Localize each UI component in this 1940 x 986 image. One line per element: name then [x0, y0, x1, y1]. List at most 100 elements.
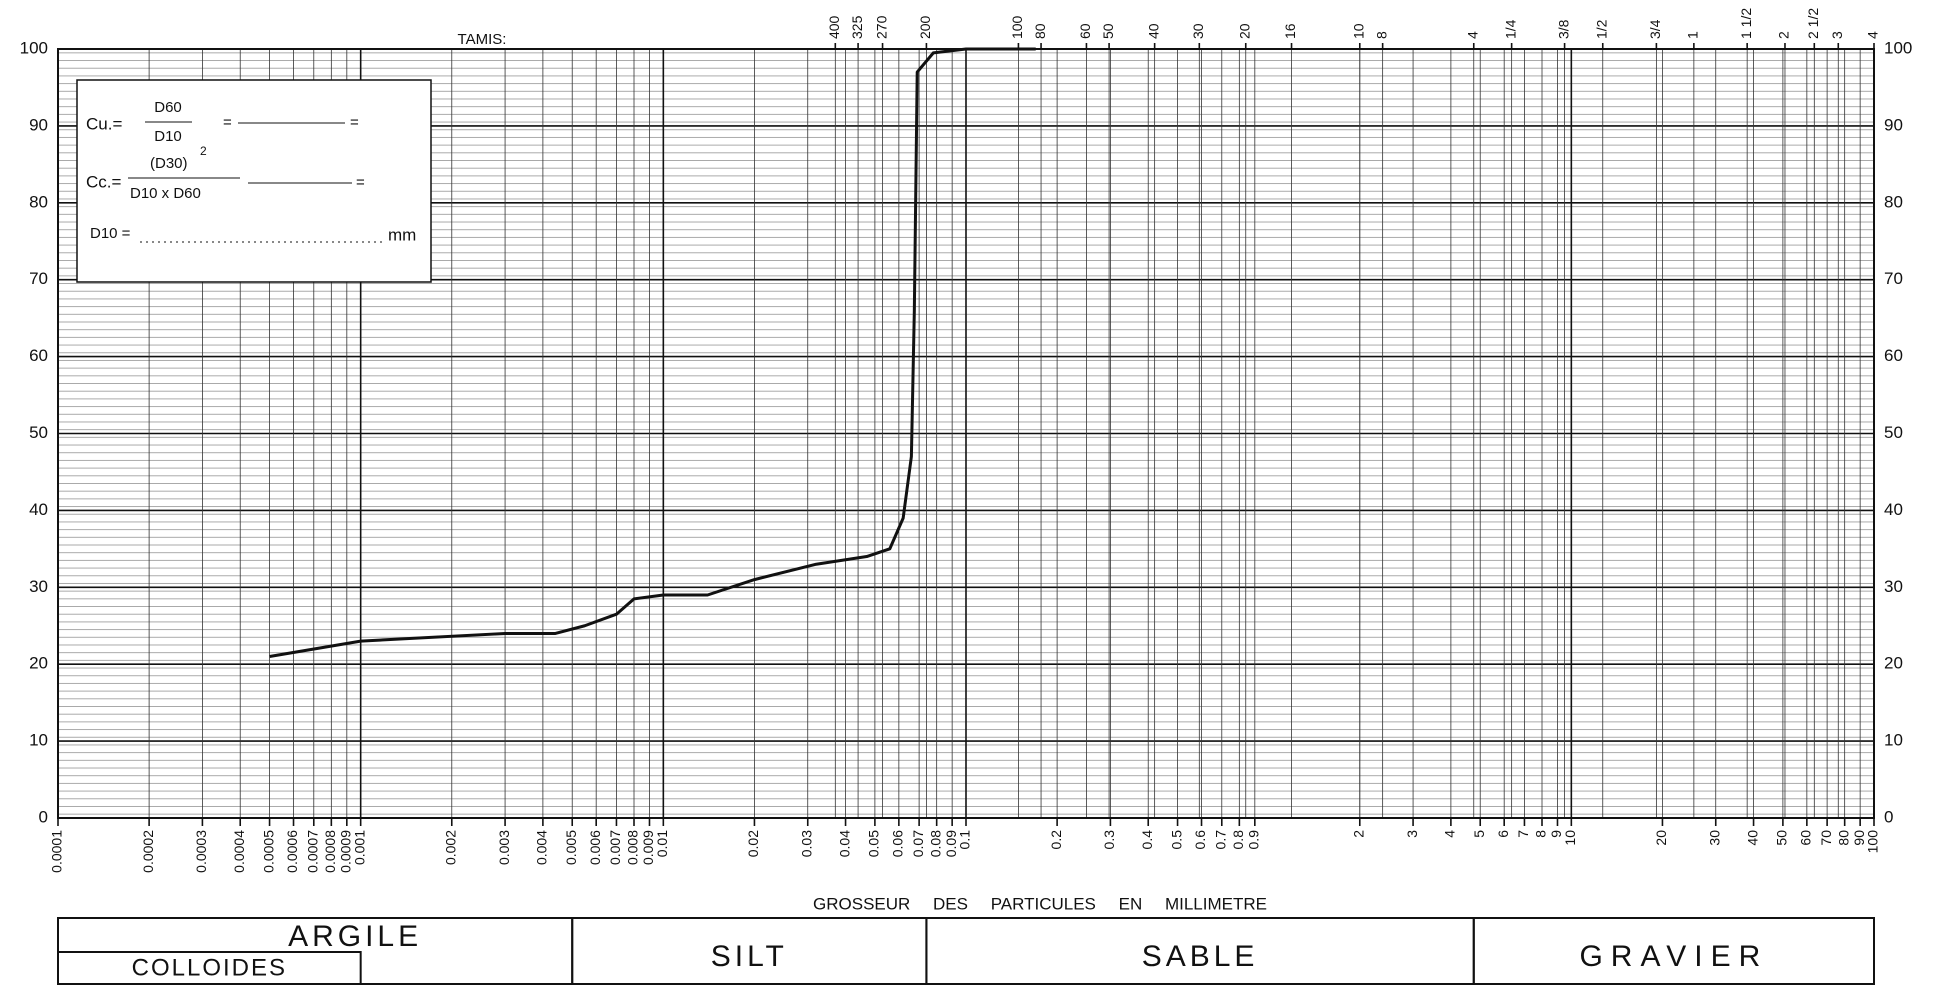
x-tick-label: 0.0005	[260, 830, 276, 873]
x-tick-label: 8	[1533, 830, 1549, 838]
x-tick-label: 80	[1835, 830, 1851, 846]
y-tick-label-right: 70	[1884, 269, 1903, 288]
x-tick-label: 0.001	[351, 830, 367, 865]
soil-zone-label: ARGILE	[288, 920, 422, 953]
y-tick-label: 80	[29, 192, 48, 211]
x-tick-label: 0.002	[442, 830, 458, 865]
x-tick-label: 0.3	[1101, 830, 1117, 850]
x2-tick-label: 400	[826, 15, 842, 39]
formula-box: Cu.= D60 D10 = = Cc.= (D30) 2 D10 x D60 …	[76, 79, 432, 283]
y-tick-label: 50	[29, 423, 48, 442]
x-tick-label: 90	[1851, 830, 1867, 846]
equals: =	[356, 174, 365, 191]
x-tick-label: 9	[1548, 830, 1564, 838]
x2-tick-label: 1	[1685, 31, 1701, 39]
d10-label: D10 =	[90, 225, 131, 242]
y-tick-label-right: 30	[1884, 577, 1903, 596]
unit: mm	[388, 225, 416, 244]
soil-zone-label: GRAVIER	[1579, 940, 1768, 973]
x-tick-label: 100	[1865, 830, 1881, 854]
x-tick-label: 20	[1653, 830, 1669, 846]
equals: =	[350, 114, 359, 131]
x2-tick-label: 10	[1350, 23, 1366, 39]
x2-tick-label: 80	[1032, 23, 1048, 39]
soil-subzone	[57, 951, 362, 985]
cu-den: D10	[154, 128, 182, 145]
y-tick-label-right: 50	[1884, 423, 1903, 442]
x-axis-label: GROSSEUR DES PARTICULES EN MILLIMETRE	[813, 894, 1267, 913]
x2-tick-label: 100	[1009, 15, 1025, 39]
x2-tick-label: 50	[1100, 23, 1116, 39]
x-tick-label: 60	[1798, 830, 1814, 846]
x2-tick-label: 1 1/2	[1738, 8, 1754, 39]
x-tick-label: 0.04	[836, 830, 852, 857]
x-tick-label: 0.0007	[304, 830, 320, 873]
x-tick-label: 0.2	[1048, 830, 1064, 850]
soil-zone	[1472, 917, 1876, 985]
cc-den: D10 x D60	[130, 185, 201, 202]
cc-label: Cc.=	[86, 172, 122, 191]
x-tick-label: 6	[1495, 830, 1511, 838]
x-tick-label: 0.0008	[322, 830, 338, 873]
cc-exp: 2	[200, 144, 207, 158]
x-tick-label: 10	[1562, 830, 1578, 846]
y-tick-label: 30	[29, 577, 48, 596]
x-tick-label: 0.01	[654, 830, 670, 857]
x2-tick-label: 4	[1464, 31, 1480, 39]
x-tick-label: 0.02	[745, 830, 761, 857]
x2-tick-label: 200	[917, 15, 933, 39]
y-tick-label-right: 10	[1884, 731, 1903, 750]
x-tick-label: 0.05	[866, 830, 882, 857]
y-tick-label: 0	[39, 807, 48, 826]
x-tick-label: 0.1	[957, 830, 973, 850]
x2-tick-label: 8	[1373, 31, 1389, 39]
y-tick-label-right: 100	[1884, 38, 1912, 57]
x-tick-label: 0.005	[563, 830, 579, 865]
x2-tick-label: 30	[1190, 23, 1206, 39]
y-tick-label-right: 60	[1884, 346, 1903, 365]
y-tick-label: 100	[20, 38, 48, 57]
x2-tick-label: 20	[1236, 23, 1252, 39]
x-tick-label: 0.009	[640, 830, 656, 865]
x-tick-label: 7	[1515, 830, 1531, 838]
x-tick-label: 3	[1404, 830, 1420, 838]
x-tick-label: 0.7	[1212, 830, 1228, 850]
formula-frame	[76, 79, 432, 283]
cu-num: D60	[154, 99, 182, 116]
x2-tick-label: 3/4	[1647, 19, 1663, 39]
soil-zone-label: SABLE	[1142, 940, 1259, 973]
grading-curve	[269, 47, 1036, 658]
x2-tick-label: 16	[1282, 23, 1298, 39]
x-tick-label: 4	[1442, 830, 1458, 838]
equals: =	[223, 114, 232, 131]
x-tick-label: 0.8	[1230, 830, 1246, 850]
y-tick-label: 40	[29, 500, 48, 519]
x-tick-label: 0.003	[496, 830, 512, 865]
y-tick-label-right: 20	[1884, 654, 1903, 673]
x-tick-label: 2	[1350, 830, 1366, 838]
y-tick-label: 70	[29, 269, 48, 288]
x-tick-label: 0.0002	[140, 830, 156, 873]
x-tick-label: 0.006	[587, 830, 603, 865]
x2-tick-label: 270	[873, 15, 889, 39]
x2-tick-label: 2 1/2	[1805, 8, 1821, 39]
y-tick-label-right: 0	[1884, 807, 1893, 826]
x-tick-label: 0.5	[1168, 830, 1184, 850]
x2-tick-label: 40	[1145, 23, 1161, 39]
x-tick-label: 0.07	[910, 830, 926, 857]
x-tick-label: 0.004	[534, 830, 550, 865]
x-tick-label: 0.008	[625, 830, 641, 865]
cu-label: Cu.=	[86, 114, 122, 133]
x2-tick-label: 1/4	[1502, 19, 1518, 39]
y-tick-label-right: 40	[1884, 500, 1903, 519]
x-tick-label: 40	[1744, 830, 1760, 846]
x-tick-label: 0.007	[607, 830, 623, 865]
y-tick-label: 90	[29, 115, 48, 134]
x2-tick-label: 3	[1829, 31, 1845, 39]
soil-zone-label: SILT	[711, 940, 788, 973]
x-tick-label: 0.08	[927, 830, 943, 857]
y-tick-label: 10	[29, 731, 48, 750]
soil-subzone-label: COLLOIDES	[132, 954, 287, 981]
x2-tick-label: 1/2	[1593, 19, 1609, 39]
x2-tick-label: 2	[1776, 31, 1792, 39]
